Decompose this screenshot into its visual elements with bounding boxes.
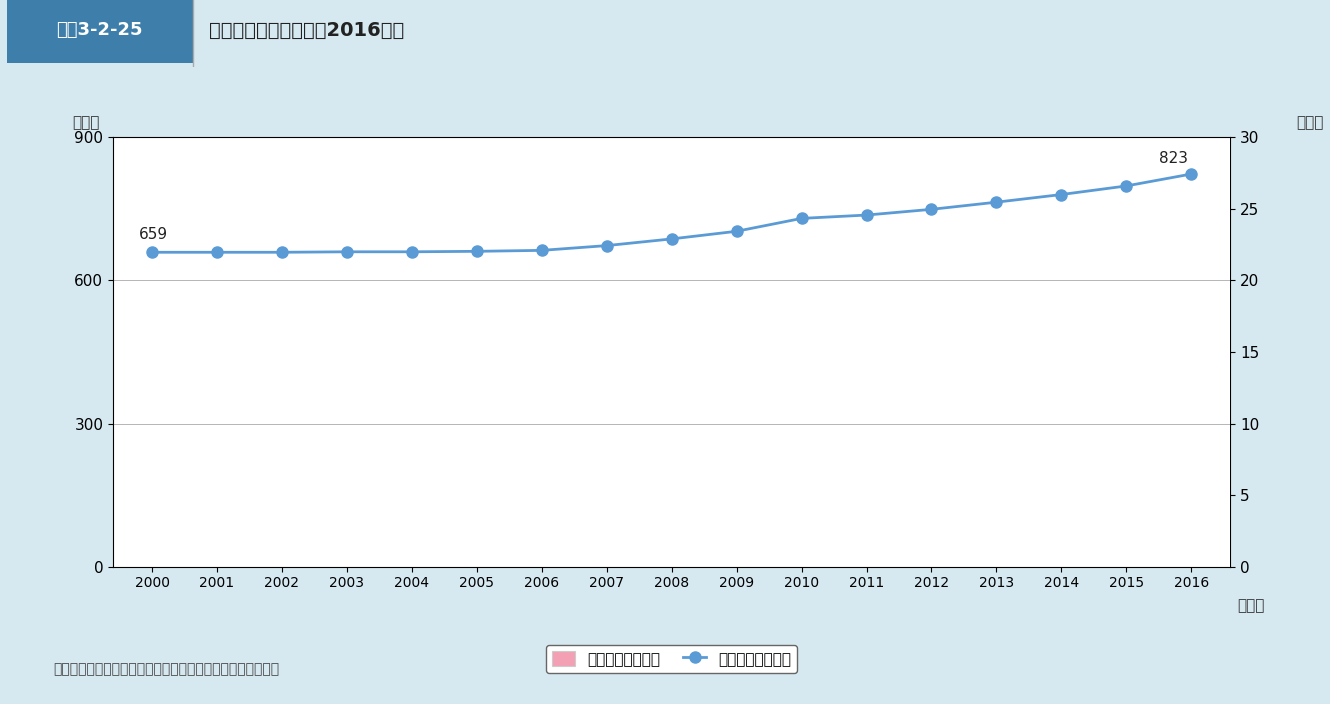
Bar [849, 467, 884, 567]
Bar [329, 553, 364, 567]
Bar [134, 495, 170, 567]
Bar [1108, 309, 1144, 567]
FancyBboxPatch shape [7, 0, 193, 63]
Bar [200, 510, 235, 567]
Text: （円）: （円） [1295, 115, 1323, 130]
Bar [718, 424, 754, 567]
Text: 資料：厚生労働省労働基準局「地域別最低賃金の全国一覧」: 資料：厚生労働省労働基準局「地域別最低賃金の全国一覧」 [53, 662, 279, 676]
Legend: 引上げ額（右軸）, 最低賃金（左軸）: 引上げ額（右軸）, 最低賃金（左軸） [545, 645, 798, 673]
Bar [783, 323, 819, 567]
Text: 659: 659 [140, 227, 168, 242]
Text: 823: 823 [1158, 151, 1188, 166]
Bar [914, 395, 950, 567]
Bar [524, 481, 560, 567]
Text: 最低賃金の年次推移（2016年）: 最低賃金の年次推移（2016年） [209, 21, 404, 39]
Text: （円）: （円） [72, 115, 100, 130]
Bar [1044, 338, 1079, 567]
Bar [459, 524, 495, 567]
Text: （年）: （年） [1237, 598, 1265, 613]
Text: 図袅3-2-25: 図袅3-2-25 [56, 21, 144, 39]
Bar [589, 366, 625, 567]
Bar [654, 338, 689, 567]
Bar [979, 352, 1015, 567]
Bar [1173, 209, 1209, 567]
Bar [394, 553, 430, 567]
